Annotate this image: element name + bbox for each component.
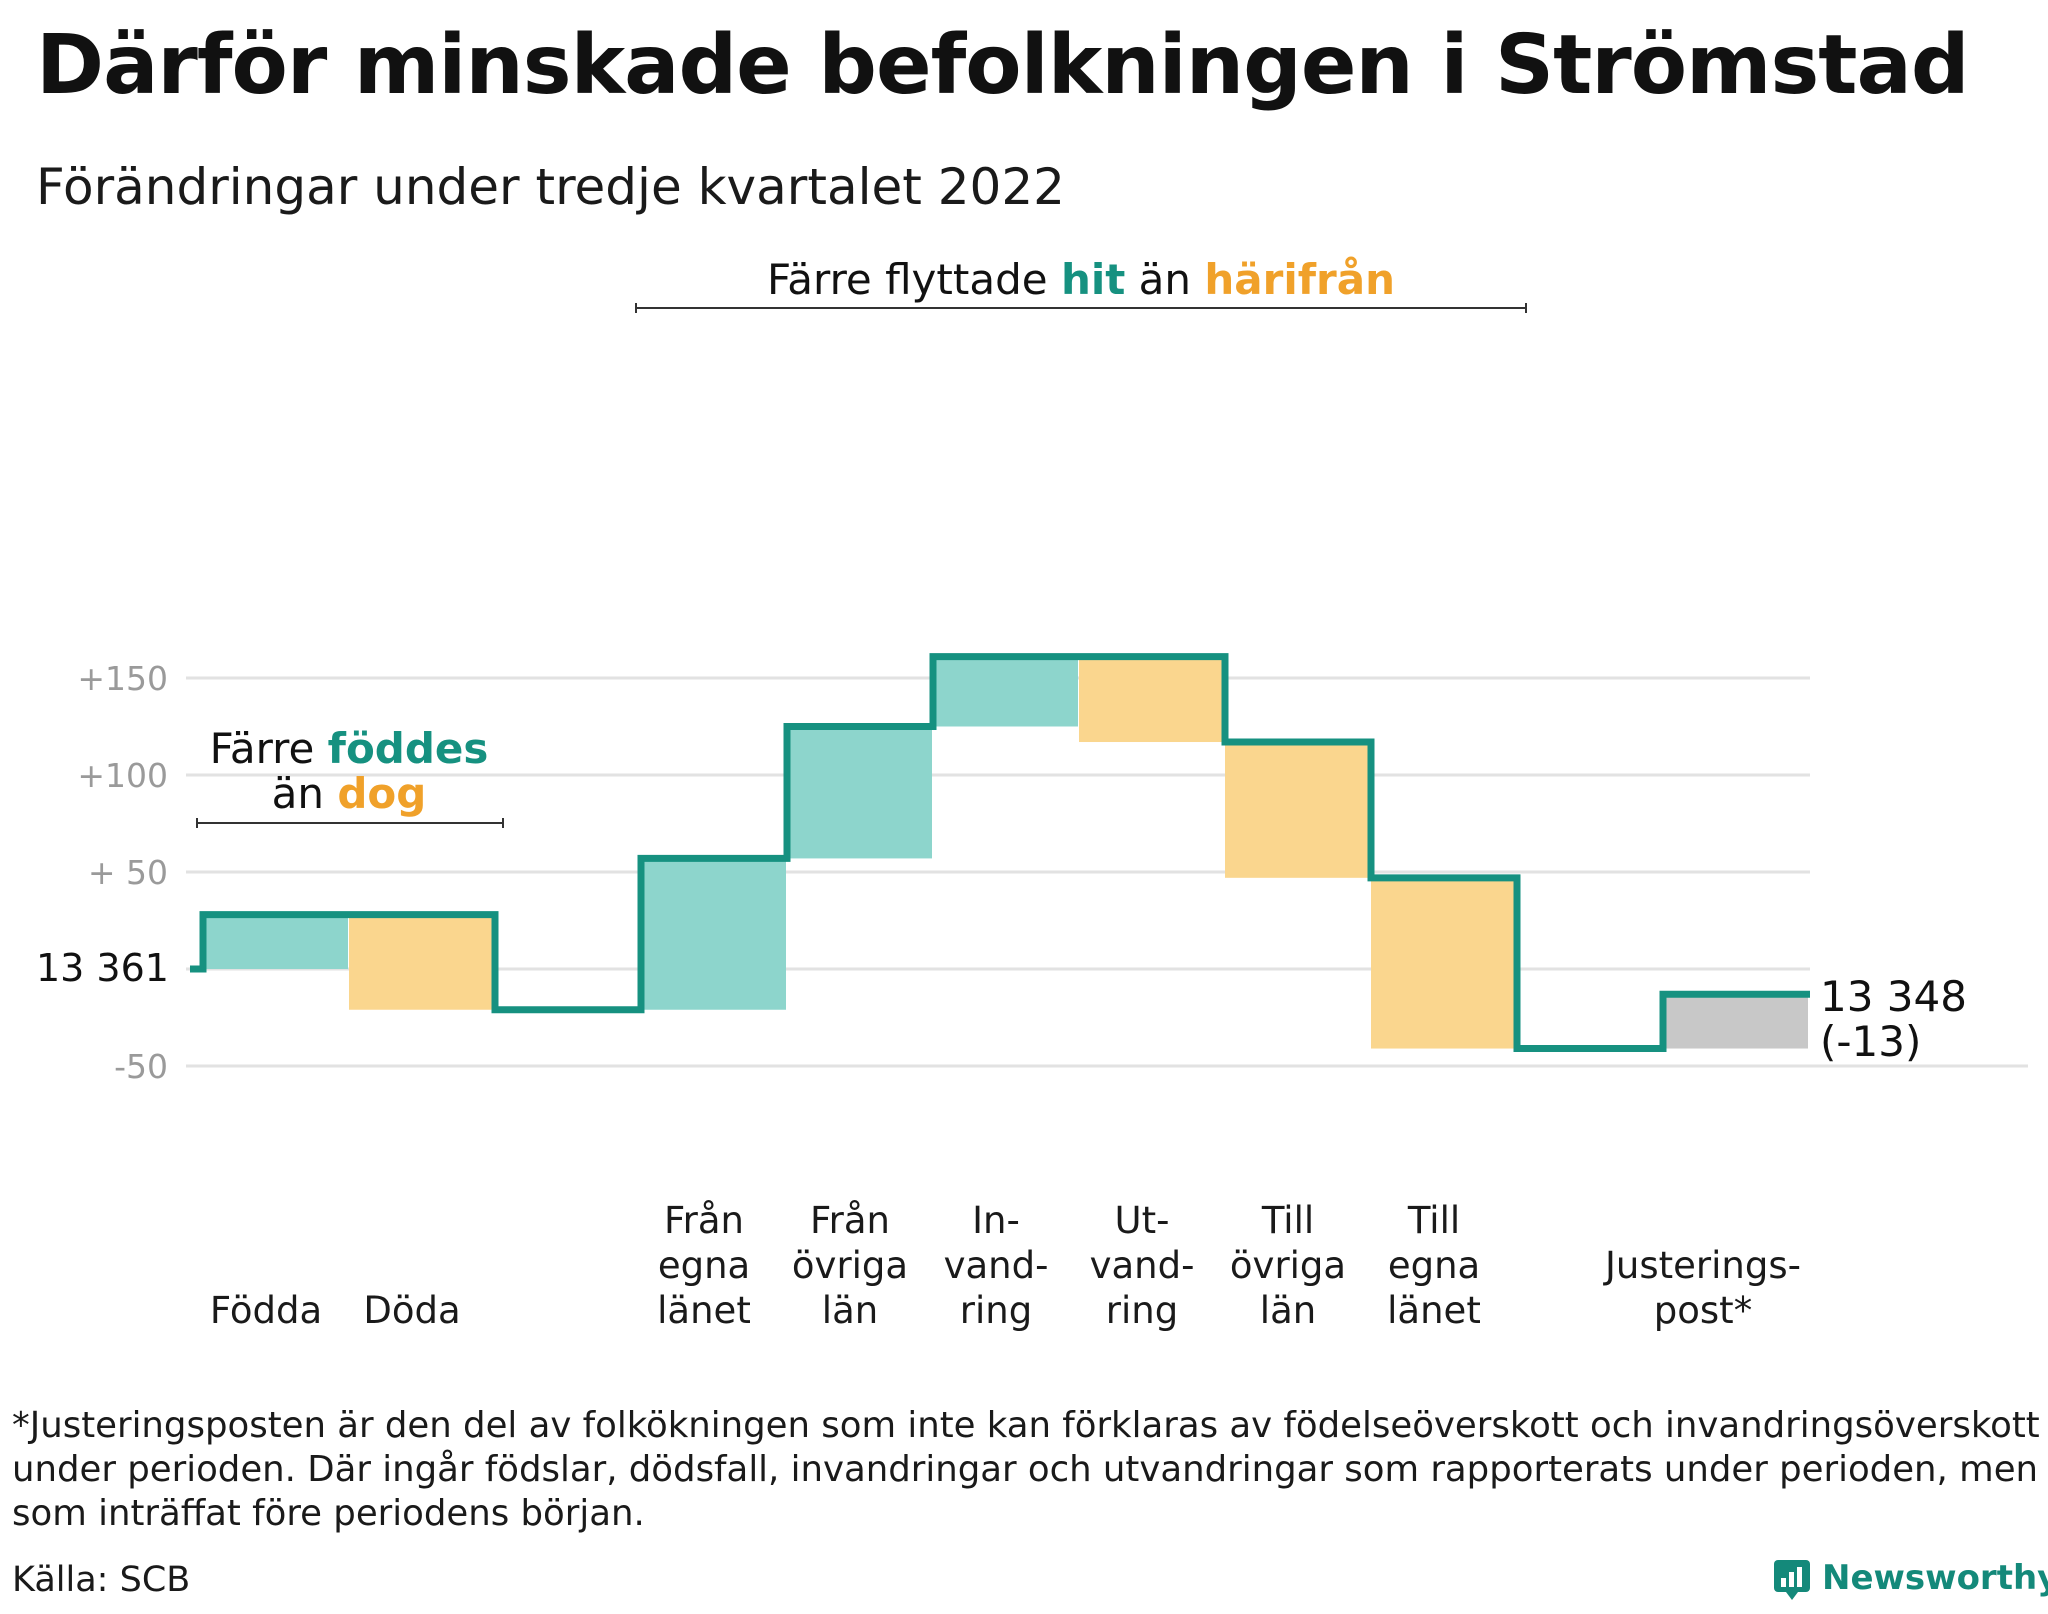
category-label: vand- — [1090, 1244, 1195, 1287]
bar-decrease — [1079, 656, 1224, 743]
bar-increase — [787, 726, 932, 859]
y-tick-label: + 50 — [88, 853, 168, 892]
y-axis-ticks: +150 +100 + 50 13 361 -50 — [36, 659, 169, 1086]
y-tick-label: +150 — [77, 659, 168, 698]
category-label: län — [822, 1289, 878, 1332]
annotation-bracket — [635, 303, 1527, 313]
category-label: Från — [664, 1199, 744, 1242]
annotation-text: Färre föddes — [210, 724, 489, 773]
annotation-segment: härifrån — [1204, 255, 1395, 304]
category-label: övriga — [792, 1244, 908, 1287]
category-label: egna — [1388, 1244, 1480, 1287]
annotation-bracket — [196, 818, 504, 828]
category-label: övriga — [1230, 1244, 1346, 1287]
annotation-segment: hit — [1061, 255, 1125, 304]
bar-increase — [933, 656, 1078, 727]
category-label: egna — [658, 1244, 750, 1287]
category-label: län — [1260, 1289, 1316, 1332]
footnote: *Justeringsposten är den del av folkökni… — [12, 1405, 2040, 1534]
category-label: Justerings- — [1603, 1244, 1801, 1287]
category-label: ring — [1106, 1289, 1178, 1332]
end-value-text: (-13) — [1820, 1017, 1921, 1066]
y-tick-label: -50 — [114, 1047, 168, 1086]
cumulative-step-line — [190, 653, 1810, 1053]
annotation-segment: än — [272, 769, 338, 818]
chart-subtitle: Förändringar under tredje kvartalet 2022 — [36, 158, 1065, 216]
category-label: Ut- — [1115, 1199, 1170, 1242]
bar-increase — [203, 914, 348, 969]
category-label: länet — [657, 1289, 751, 1332]
bar-decrease — [349, 914, 494, 1010]
category-label: Från — [810, 1199, 890, 1242]
newsworthy-logo-icon — [1774, 1560, 1810, 1600]
category-label: post* — [1654, 1289, 1752, 1332]
category-label: Döda — [363, 1289, 460, 1332]
annotation-text: än dog — [272, 769, 427, 818]
step-line — [190, 653, 1810, 1053]
category-label: Födda — [210, 1289, 322, 1332]
annotation-segment: föddes — [328, 724, 489, 773]
category-label: Till — [1407, 1199, 1460, 1242]
bar-adjustment — [1663, 994, 1808, 1049]
y-tick-label: +100 — [77, 756, 168, 795]
bar-increase — [641, 858, 786, 1010]
start-value-label: 13 361 — [36, 946, 169, 990]
category-label: Till — [1261, 1199, 1314, 1242]
category-label: vand- — [944, 1244, 1049, 1287]
annotation-segment: Färre flyttade — [767, 255, 1061, 304]
brand-logo[interactable]: Newsworthy — [1772, 1558, 2048, 1614]
category-label: ring — [960, 1289, 1032, 1332]
category-label: In- — [972, 1199, 1020, 1242]
annotation-segment: dog — [337, 769, 426, 818]
annotation-text: Färre flyttade hit än härifrån — [767, 255, 1395, 304]
category-label: länet — [1387, 1289, 1481, 1332]
end-value-label: 13 348(-13) — [1820, 972, 1967, 1066]
category-labels: Födda DödaFrånegnalänetFrånövrigalänIn-va… — [210, 1199, 1801, 1332]
bar-decrease — [1371, 877, 1516, 1049]
end-value-text: 13 348 — [1820, 972, 1967, 1021]
bar-decrease — [1225, 742, 1370, 878]
brand-name: Newsworthy — [1822, 1558, 2048, 1598]
bars — [203, 656, 1808, 1049]
annotation-segment: än — [1125, 255, 1204, 304]
source-credit: Källa: SCB — [12, 1560, 191, 1600]
chart-title: Därför minskade befolkningen i Strömstad — [36, 18, 1970, 113]
annotation-segment: Färre — [210, 724, 328, 773]
